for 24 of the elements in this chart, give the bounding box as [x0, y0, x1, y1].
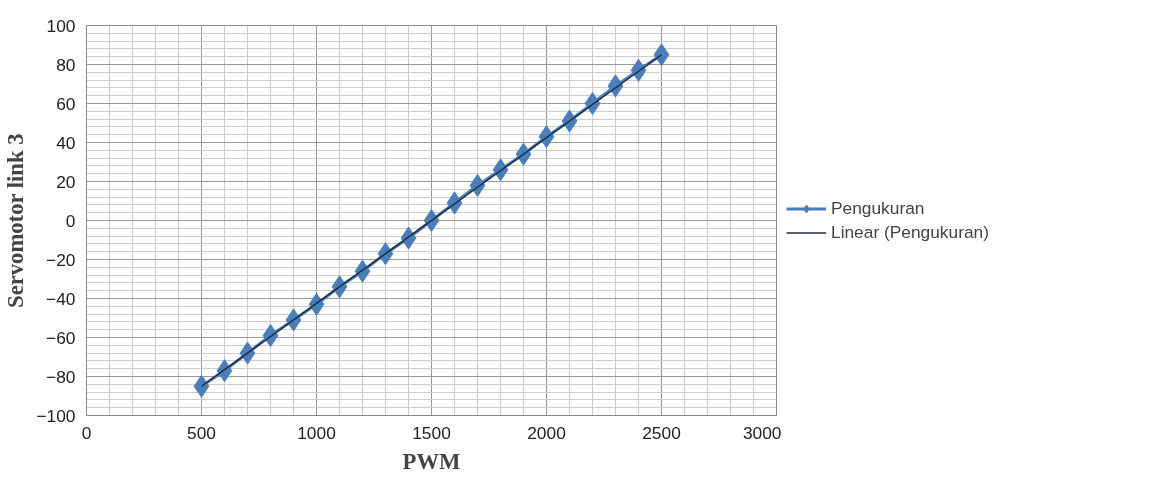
y-tick-label: −40	[46, 288, 76, 309]
x-tick-label: 2500	[642, 422, 681, 443]
y-tick-label: 100	[46, 15, 76, 36]
y-tick-label: 20	[56, 171, 76, 192]
y-tick-label: 40	[56, 132, 76, 153]
x-tick-label: 0	[81, 422, 92, 443]
x-tick-label: 500	[187, 422, 216, 443]
y-tick-label: 60	[56, 93, 76, 114]
y-tick-label: −100	[36, 405, 76, 426]
point	[193, 374, 210, 398]
y-tick-label: 0	[65, 210, 76, 231]
legend-label: Linear (Pengukuran)	[831, 221, 989, 243]
x-tick-label: 1500	[412, 422, 451, 443]
x-tick-label: 2000	[527, 422, 566, 443]
y-tick-label: −20	[46, 249, 76, 270]
x-axis-title: PWM	[402, 448, 461, 474]
y-tick-label: −60	[46, 327, 76, 348]
x-tick-label: 1000	[297, 422, 336, 443]
y-axis-title: Servomotor link 3	[3, 133, 29, 308]
legend-label: Pengukuran	[831, 197, 925, 219]
x-tick-label: 3000	[742, 422, 782, 443]
y-tick-label: −80	[46, 366, 76, 387]
y-tick-label: 80	[56, 54, 76, 75]
point	[653, 43, 670, 67]
